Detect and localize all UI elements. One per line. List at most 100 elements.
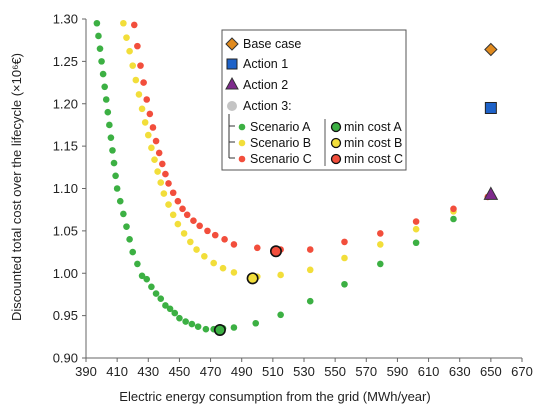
scenario-a-point <box>126 236 133 243</box>
action-3-marker <box>227 101 237 111</box>
scenario-a-point <box>93 19 101 27</box>
scenario-a-point <box>102 96 110 103</box>
scenario-c-point <box>149 124 157 131</box>
base-case-point <box>484 42 498 57</box>
y-tick-label: 1.00 <box>53 266 78 281</box>
legend-scenario-b: Scenario B <box>250 136 311 150</box>
y-tick-label: 1.05 <box>53 223 78 238</box>
scenario-b-point <box>201 252 208 260</box>
scenario-c-point <box>159 160 166 168</box>
scenario-a-point <box>202 325 210 333</box>
scenario-a-point <box>99 70 107 78</box>
scenario-b-point <box>138 105 146 113</box>
x-tick-label: 610 <box>418 364 440 379</box>
scenario-a-point <box>101 83 108 91</box>
x-tick-label: 490 <box>231 364 253 379</box>
scenario-a-point <box>377 260 384 268</box>
scenario-a-point <box>106 121 113 129</box>
x-tick-label: 470 <box>200 364 222 379</box>
x-tick-label: 650 <box>480 364 502 379</box>
scenario-a-marker <box>238 123 246 131</box>
legend-min-cost-a: min cost A <box>344 120 402 134</box>
scenario-a-point <box>166 305 174 313</box>
scenario-b-point <box>151 156 158 163</box>
scenario-c-point <box>140 79 147 86</box>
scenario-a-point <box>143 275 151 283</box>
legend-scenario-c: Scenario C <box>250 152 312 166</box>
scenario-a-point <box>98 58 105 65</box>
scenario-c-point <box>165 180 172 187</box>
scenario-c-point <box>204 227 211 235</box>
x-tick-label: 590 <box>387 364 409 379</box>
legend-bracket <box>228 114 235 159</box>
scenario-a-point <box>120 210 127 218</box>
y-tick-label: 1.10 <box>53 181 78 196</box>
scenario-c-point <box>152 137 160 145</box>
min-cost-a-marker <box>330 121 342 133</box>
scenario-a-point <box>107 134 115 141</box>
scenario-c-point <box>306 246 314 253</box>
scenario-a-point <box>113 185 121 192</box>
legend-min-cost-b: min cost B <box>344 136 402 150</box>
x-tick-label: 450 <box>169 364 191 379</box>
scenario-a-point <box>109 147 116 154</box>
scenario-a-point <box>112 172 119 180</box>
scenario-c-point <box>221 236 228 243</box>
scenario-b-point <box>129 62 137 69</box>
scenario-c-point <box>412 218 420 225</box>
legend: Base case Action 1 Action 2 Action 3: Sc… <box>221 29 407 171</box>
y-tick-label: 0.95 <box>53 308 78 323</box>
legend-box <box>221 29 407 171</box>
scenario-b-point <box>144 131 152 139</box>
legend-scenario-a: Scenario A <box>250 120 311 134</box>
scenario-a-point <box>182 318 189 325</box>
scenario-c-point <box>230 241 238 248</box>
scenario-b-point <box>169 211 177 219</box>
action-2-marker <box>225 76 239 90</box>
x-tick-label: 630 <box>449 364 471 379</box>
scenario-a-point <box>412 239 420 247</box>
scenario-c-point <box>162 170 169 178</box>
tick-labels: 390 410 430 450 470 490 510 530 550 570 590 610 630 6… <box>53 12 533 380</box>
scenario-b-marker <box>238 139 246 147</box>
scenario-b-point <box>210 259 217 267</box>
base-case-marker <box>225 37 239 51</box>
scenario-a-point <box>152 290 160 297</box>
scenario-b-point <box>123 34 130 41</box>
y-tick-label: 0.90 <box>53 351 78 366</box>
scenario-b-point <box>165 201 172 208</box>
x-tick-label: 550 <box>324 364 346 379</box>
scenario-b-point <box>126 47 133 55</box>
legend-base-case: Base case <box>243 37 301 51</box>
scenario-b-point <box>219 264 227 272</box>
scenario-b-point <box>174 220 182 228</box>
min-cost-c-marker <box>330 153 342 165</box>
x-tick-label: 390 <box>75 364 97 379</box>
action-1-marker <box>226 58 238 70</box>
scenario-b-point <box>230 269 238 276</box>
scenario-a-point <box>116 197 124 205</box>
scenario-a-point <box>110 159 118 167</box>
scenario-c-point <box>130 21 138 29</box>
scenario-c-point <box>253 244 261 252</box>
scenario-b-point <box>377 241 384 248</box>
scenario-a-point <box>277 311 284 319</box>
scenario-c-point <box>143 96 151 103</box>
scenario-a-point <box>194 323 202 330</box>
x-tick-label: 570 <box>355 364 377 379</box>
legend-action-1: Action 1 <box>243 57 288 71</box>
x-tick-label: 410 <box>106 364 128 379</box>
scenario-a-point <box>96 45 104 52</box>
scenario-b-point <box>180 230 188 237</box>
scenario-a-point <box>341 280 348 288</box>
scenario-b-point <box>193 246 200 253</box>
scenario-a-point <box>157 295 165 302</box>
scenario-a-point <box>306 297 314 305</box>
scenario-b-point <box>120 19 127 27</box>
scenario-b-point <box>277 271 284 279</box>
scenario-c-point <box>196 222 203 230</box>
x-tick-label: 510 <box>262 364 284 379</box>
scenario-c-point <box>155 149 163 157</box>
x-axis-label: Electric energy consumption from the gri… <box>119 389 430 404</box>
scenario-a-point <box>252 319 260 327</box>
